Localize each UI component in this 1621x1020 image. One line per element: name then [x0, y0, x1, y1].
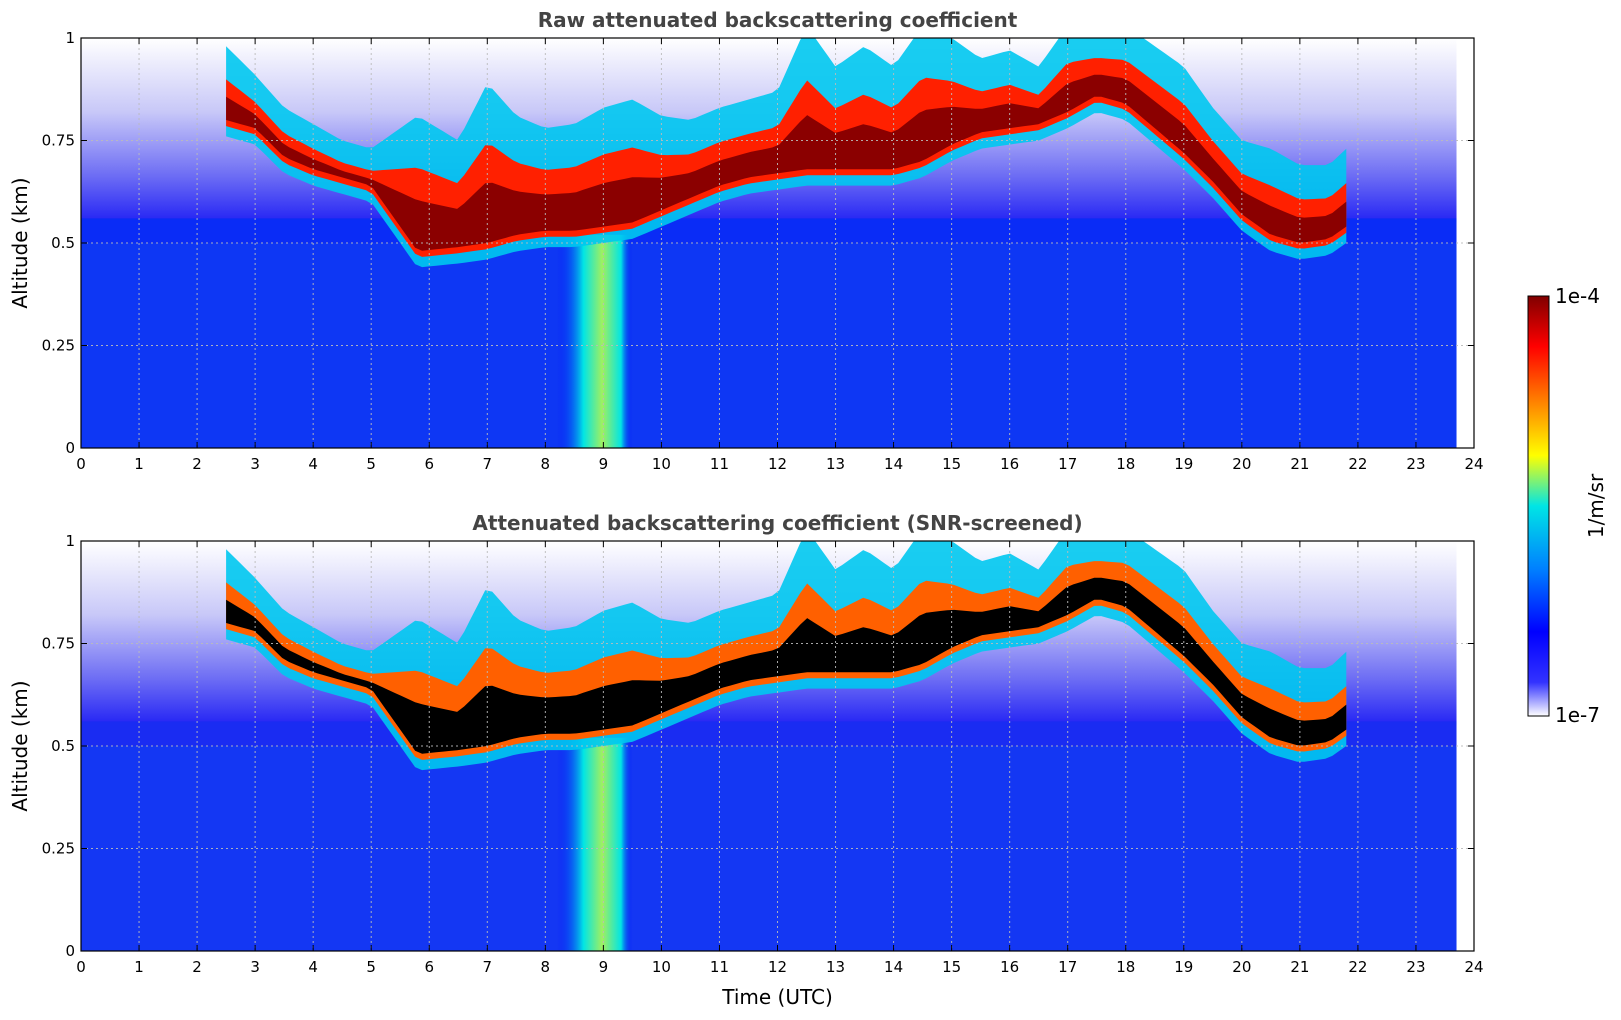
- x-tick-label: 12: [768, 455, 787, 473]
- colorbar-unit-label: 1/m/sr: [1584, 473, 1608, 538]
- x-tick-label: 22: [1348, 958, 1367, 976]
- x-tick-label: 10: [652, 958, 671, 976]
- x-tick-label: 0: [76, 958, 86, 976]
- x-tick-label: 21: [1290, 958, 1309, 976]
- x-tick-label: 15: [942, 958, 961, 976]
- heatmap-area: [81, 541, 1474, 951]
- y-axis-label: Altitude (km): [8, 177, 32, 308]
- x-tick-label: 10: [652, 455, 671, 473]
- x-tick-label: 20: [1232, 455, 1251, 473]
- heatmap-area: [81, 38, 1474, 448]
- x-tick-label: 1: [134, 455, 144, 473]
- x-tick-label: 2: [192, 455, 202, 473]
- y-tick-label: 0.25: [42, 337, 75, 355]
- x-tick-label: 17: [1058, 455, 1077, 473]
- x-tick-label: 3: [250, 455, 260, 473]
- x-tick-label: 13: [826, 958, 845, 976]
- x-tick-label: 20: [1232, 958, 1251, 976]
- x-tick-label: 18: [1116, 958, 1135, 976]
- x-tick-label: 9: [599, 958, 609, 976]
- x-tick-label: 23: [1406, 958, 1425, 976]
- x-tick-label: 23: [1406, 455, 1425, 473]
- x-tick-label: 19: [1174, 455, 1193, 473]
- x-tick-label: 4: [308, 958, 318, 976]
- x-tick-label: 11: [710, 455, 729, 473]
- panel-raw: Raw attenuated backscattering coefficien…: [8, 8, 1484, 473]
- x-tick-label: 8: [541, 958, 551, 976]
- y-tick-label: 0.75: [42, 635, 75, 653]
- x-tick-label: 1: [134, 958, 144, 976]
- chart-title: Attenuated backscattering coefficient (S…: [472, 511, 1082, 535]
- chart-title: Raw attenuated backscattering coefficien…: [538, 8, 1018, 32]
- y-tick-label: 0.75: [42, 132, 75, 150]
- y-tick-label: 1: [65, 532, 75, 550]
- colorbar-bottom-label: 1e-7: [1555, 703, 1600, 727]
- x-tick-label: 6: [424, 958, 434, 976]
- x-tick-label: 14: [884, 958, 903, 976]
- y-tick-label: 0.25: [42, 840, 75, 858]
- y-tick-label: 0: [65, 942, 75, 960]
- x-tick-label: 24: [1464, 958, 1483, 976]
- y-tick-label: 1: [65, 29, 75, 47]
- colorbar-top-label: 1e-4: [1555, 284, 1600, 308]
- x-tick-label: 22: [1348, 455, 1367, 473]
- x-tick-label: 6: [424, 455, 434, 473]
- panel-screened: Attenuated backscattering coefficient (S…: [8, 511, 1484, 1009]
- x-tick-label: 14: [884, 455, 903, 473]
- x-tick-label: 18: [1116, 455, 1135, 473]
- colorbar: 1e-4 1e-7 1/m/sr: [1527, 284, 1608, 727]
- x-tick-label: 9: [599, 455, 609, 473]
- x-tick-label: 4: [308, 455, 318, 473]
- x-tick-label: 8: [541, 455, 551, 473]
- x-tick-label: 12: [768, 958, 787, 976]
- x-tick-label: 16: [1000, 958, 1019, 976]
- cloud-core: [226, 577, 1347, 754]
- y-tick-label: 0: [65, 439, 75, 457]
- x-axis-label: Time (UTC): [721, 985, 833, 1009]
- cloud-core: [226, 74, 1347, 251]
- x-tick-label: 7: [483, 455, 493, 473]
- y-tick-label: 0.5: [51, 737, 75, 755]
- x-tick-label: 16: [1000, 455, 1019, 473]
- x-tick-label: 0: [76, 455, 86, 473]
- y-tick-label: 0.5: [51, 234, 75, 252]
- x-tick-label: 5: [366, 958, 376, 976]
- rain-band: [556, 234, 633, 448]
- x-tick-label: 24: [1464, 455, 1483, 473]
- x-tick-label: 13: [826, 455, 845, 473]
- x-tick-label: 19: [1174, 958, 1193, 976]
- x-tick-label: 21: [1290, 455, 1309, 473]
- x-tick-label: 17: [1058, 958, 1077, 976]
- x-tick-label: 15: [942, 455, 961, 473]
- colorbar-gradient: [1527, 295, 1550, 717]
- rain-band: [556, 737, 633, 951]
- x-tick-label: 11: [710, 958, 729, 976]
- x-tick-label: 2: [192, 958, 202, 976]
- x-tick-label: 3: [250, 958, 260, 976]
- x-tick-label: 7: [483, 958, 493, 976]
- y-axis-label: Altitude (km): [8, 680, 32, 811]
- x-tick-label: 5: [366, 455, 376, 473]
